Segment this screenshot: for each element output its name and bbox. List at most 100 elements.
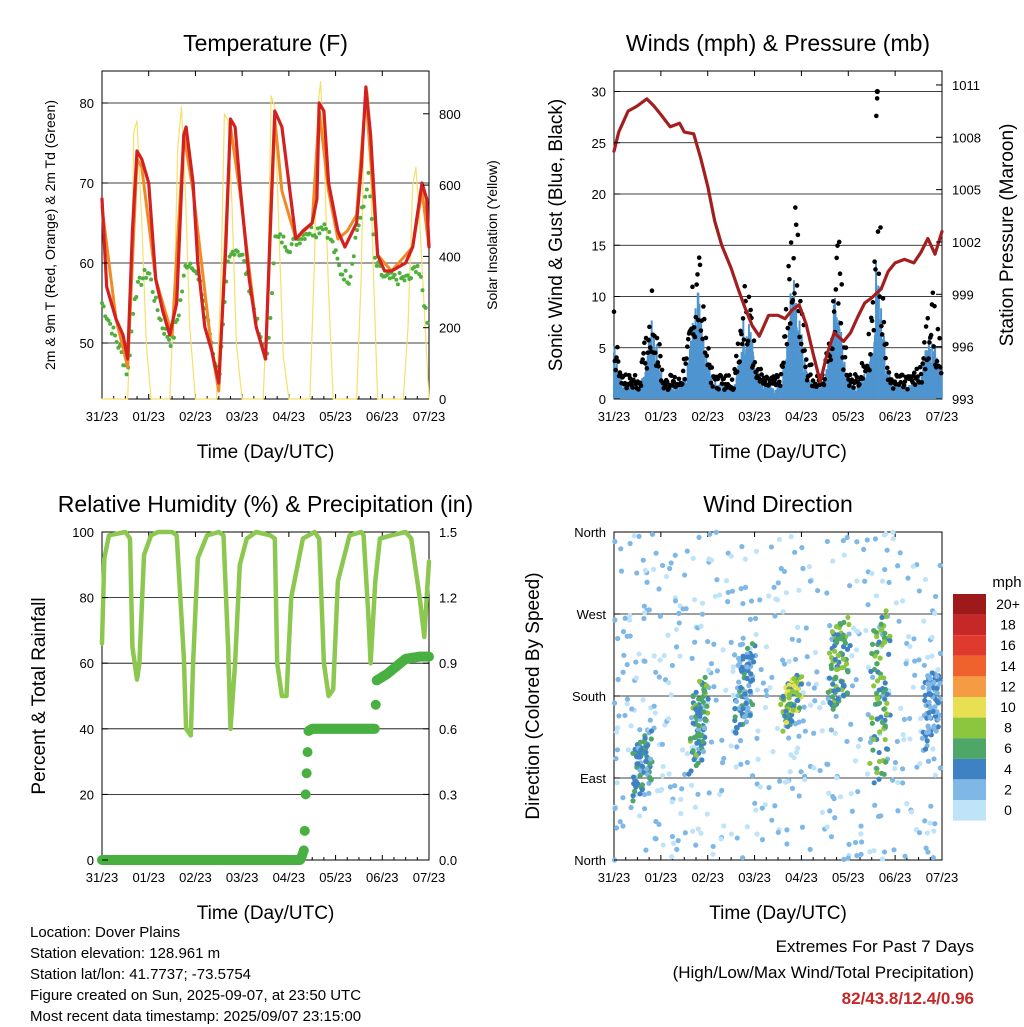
- direction-point: [837, 794, 844, 800]
- direction-point: [841, 856, 847, 863]
- dewpoint-point: [425, 320, 430, 325]
- y-axis-label: 5: [599, 341, 606, 356]
- direction-point: [700, 749, 707, 755]
- precip-point: [369, 723, 380, 734]
- direction-point: [817, 767, 823, 774]
- direction-point: [882, 566, 888, 573]
- direction-point: [730, 668, 736, 675]
- gust-point: [804, 357, 809, 362]
- direction-point: [665, 632, 671, 638]
- direction-point: [869, 641, 876, 647]
- direction-point: [700, 699, 706, 705]
- direction-point: [875, 813, 882, 820]
- direction-point: [841, 552, 847, 558]
- direction-point: [794, 624, 801, 630]
- direction-point: [694, 740, 700, 746]
- direction-point: [824, 761, 830, 767]
- dewpoint-point: [317, 231, 322, 236]
- x-tick-label: 01/23: [132, 870, 165, 885]
- gust-point: [632, 372, 638, 378]
- direction-point: [770, 749, 776, 755]
- direction-point: [773, 596, 779, 602]
- gust-point: [847, 383, 852, 389]
- direction-point: [624, 662, 630, 668]
- direction-point: [775, 829, 781, 836]
- direction-point: [849, 808, 855, 814]
- direction-point: [775, 580, 781, 586]
- gust-point: [851, 385, 856, 390]
- dewpoint-point: [152, 298, 157, 303]
- plot-frame: [101, 531, 430, 861]
- direction-point: [798, 769, 804, 775]
- direction-point: [634, 754, 640, 760]
- direction-point: [854, 628, 860, 634]
- y-axis-label: Direction (Colored By Speed): [523, 572, 544, 819]
- dewpoint-point: [279, 240, 284, 245]
- gust-point: [752, 360, 758, 365]
- dewpoint-point: [135, 279, 140, 284]
- direction-point: [614, 780, 620, 786]
- direction-point: [732, 652, 738, 658]
- direction-point: [801, 704, 807, 710]
- dewpoint-point: [149, 277, 154, 282]
- direction-point: [692, 706, 699, 712]
- dewpoint-point: [392, 272, 397, 277]
- direction-point: [753, 548, 759, 554]
- direction-point: [696, 678, 703, 684]
- gust-point: [798, 341, 804, 347]
- dewpoint-point: [400, 275, 405, 280]
- direction-point: [688, 715, 695, 721]
- dewpoint-point: [418, 274, 423, 279]
- dewpoint-point: [134, 295, 139, 300]
- direction-point: [624, 633, 630, 639]
- direction-point: [656, 674, 662, 680]
- x-axis-label: Time (Day/UTC): [197, 903, 335, 924]
- direction-point: [680, 606, 686, 612]
- direction-point: [737, 738, 744, 744]
- direction-point: [684, 548, 690, 554]
- y-axis-label: West: [577, 607, 607, 622]
- y2-axis-label: 0: [439, 392, 446, 407]
- x-tick-label: 31/23: [598, 409, 631, 424]
- direction-point: [871, 736, 877, 743]
- direction-point: [916, 830, 923, 836]
- direction-point: [786, 735, 792, 741]
- x-tick-label: 02/23: [691, 870, 724, 885]
- dewpoint-point: [178, 298, 183, 303]
- direction-point: [844, 738, 850, 745]
- x-tick-label: 07/23: [926, 409, 959, 424]
- gust-point: [912, 382, 918, 388]
- dewpoint-point: [162, 331, 167, 336]
- direction-point: [786, 658, 792, 664]
- direction-point: [641, 791, 648, 798]
- dewpoint-point: [232, 252, 237, 257]
- direction-point: [639, 782, 645, 788]
- direction-point: [663, 573, 670, 580]
- dewpoint-point: [139, 282, 144, 287]
- direction-point: [901, 716, 908, 723]
- gust-point: [915, 374, 920, 379]
- x-tick-label: 02/23: [179, 409, 212, 424]
- direction-point: [633, 675, 639, 681]
- dewpoint-point: [155, 308, 160, 313]
- gust-point: [682, 376, 688, 382]
- direction-point: [858, 831, 864, 837]
- direction-point: [917, 761, 923, 767]
- direction-point: [796, 637, 802, 644]
- y2-axis-label: 1.5: [439, 525, 457, 540]
- direction-point: [854, 853, 860, 859]
- gust-point: [657, 342, 662, 347]
- dewpoint-point: [225, 259, 230, 264]
- direction-point: [742, 691, 748, 697]
- direction-point: [870, 747, 876, 753]
- direction-point: [739, 544, 745, 550]
- direction-point: [625, 747, 631, 753]
- direction-point: [862, 578, 868, 584]
- gust-point: [655, 360, 661, 365]
- gust-point: [695, 272, 700, 277]
- winds-panel: Winds (mph) & Pressure (mb) Time (Day/UTC…: [546, 30, 1018, 463]
- y2-axis-label: 200: [439, 321, 461, 336]
- dewpoint-point: [278, 232, 283, 237]
- direction-point: [796, 733, 802, 739]
- direction-point: [662, 722, 668, 728]
